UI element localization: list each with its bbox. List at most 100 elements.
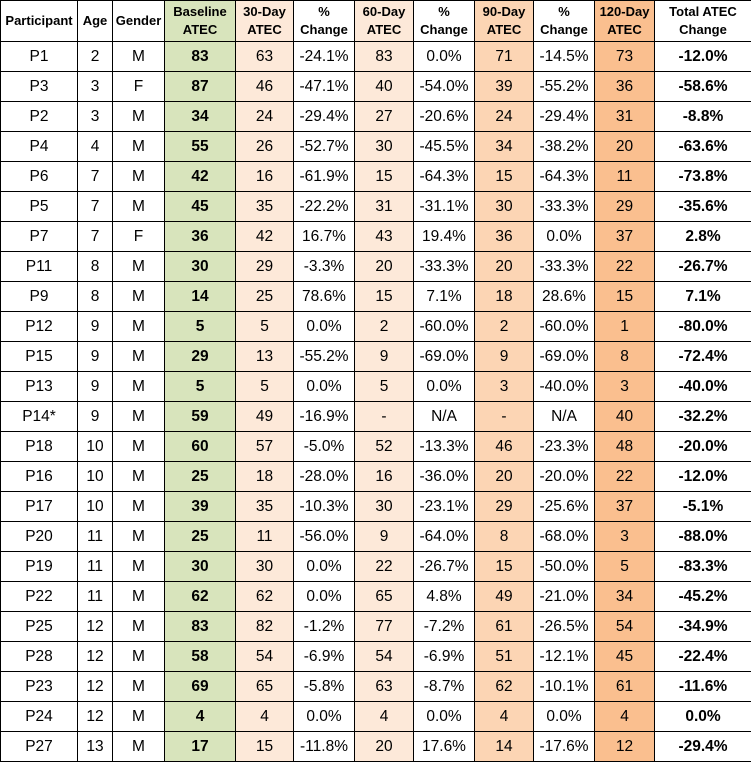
cell-total-change: -58.6% [654, 71, 751, 102]
cell-30day-atec: 18 [235, 461, 294, 492]
header-90day-line1: 90-Day [482, 4, 526, 19]
header-90day-change: % Change [533, 0, 595, 42]
cell-age: 9 [77, 371, 113, 402]
header-30day-change-line2: Change [300, 22, 348, 37]
cell-30day-change: -22.2% [293, 191, 355, 222]
header-90day-line2: ATEC [486, 22, 522, 37]
cell-age: 4 [77, 131, 113, 162]
cell-age: 12 [77, 671, 113, 702]
cell-60day-change: -23.1% [413, 491, 475, 522]
cell-baseline-atec: 34 [164, 101, 236, 132]
cell-60day-atec: 65 [354, 581, 414, 612]
cell-30day-change: 0.0% [293, 581, 355, 612]
cell-90day-atec: 61 [474, 611, 534, 642]
cell-age: 3 [77, 71, 113, 102]
cell-baseline-atec: 39 [164, 491, 236, 522]
cell-60day-atec: 77 [354, 611, 414, 642]
cell-baseline-atec: 83 [164, 41, 236, 72]
cell-30day-atec: 5 [235, 371, 294, 402]
cell-participant: P28 [0, 641, 78, 672]
cell-baseline-atec: 60 [164, 431, 236, 462]
cell-total-change: -34.9% [654, 611, 751, 642]
cell-30day-change: -3.3% [293, 251, 355, 282]
header-participant-label: Participant [5, 13, 73, 28]
cell-60day-change: -54.0% [413, 71, 475, 102]
cell-120day-atec: 40 [594, 401, 655, 432]
cell-participant: P22 [0, 581, 78, 612]
cell-90day-change: -50.0% [533, 551, 595, 582]
cell-30day-atec: 54 [235, 641, 294, 672]
cell-participant: P23 [0, 671, 78, 702]
table-row: P17 10 M 39 35 -10.3% 30 -23.1% 29 -25.6% 37 -5.1% [0, 491, 751, 522]
cell-60day-atec: 15 [354, 281, 414, 312]
cell-participant: P17 [0, 491, 78, 522]
cell-30day-change: -52.7% [293, 131, 355, 162]
cell-age: 12 [77, 611, 113, 642]
cell-90day-atec: 39 [474, 71, 534, 102]
cell-30day-change: -10.3% [293, 491, 355, 522]
cell-60day-atec: 83 [354, 41, 414, 72]
cell-total-change: -88.0% [654, 521, 751, 552]
cell-total-change: 2.8% [654, 221, 751, 252]
table-row: P22 11 M 62 62 0.0% 65 4.8% 49 -21.0% 34 -45.2% [0, 581, 751, 612]
cell-120day-atec: 34 [594, 581, 655, 612]
cell-120day-atec: 3 [594, 521, 655, 552]
cell-90day-change: -26.5% [533, 611, 595, 642]
cell-90day-change: N/A [533, 401, 595, 432]
cell-60day-change: -33.3% [413, 251, 475, 282]
cell-participant: P6 [0, 161, 78, 192]
cell-60day-atec: 43 [354, 221, 414, 252]
cell-120day-atec: 4 [594, 701, 655, 732]
header-120day-line1: 120-Day [599, 4, 650, 19]
cell-gender: M [112, 611, 165, 642]
cell-30day-atec: 62 [235, 581, 294, 612]
cell-baseline-atec: 30 [164, 251, 236, 282]
cell-age: 11 [77, 551, 113, 582]
cell-90day-change: -17.6% [533, 731, 595, 762]
cell-baseline-atec: 87 [164, 71, 236, 102]
header-30day-change-line1: % [318, 4, 330, 19]
cell-total-change: 7.1% [654, 281, 751, 312]
header-baseline-line2: ATEC [182, 22, 218, 37]
cell-90day-atec: 51 [474, 641, 534, 672]
cell-total-change: -45.2% [654, 581, 751, 612]
table-body: P1 2 M 83 63 -24.1% 83 0.0% 71 -14.5% 73 -12.0% P3 3 F… [0, 41, 751, 762]
cell-30day-change: -55.2% [293, 341, 355, 372]
cell-60day-atec: 31 [354, 191, 414, 222]
cell-gender: M [112, 281, 165, 312]
cell-30day-atec: 57 [235, 431, 294, 462]
cell-baseline-atec: 30 [164, 551, 236, 582]
cell-60day-change: -26.7% [413, 551, 475, 582]
cell-90day-change: -29.4% [533, 101, 595, 132]
cell-gender: M [112, 191, 165, 222]
cell-age: 7 [77, 221, 113, 252]
cell-60day-change: -6.9% [413, 641, 475, 672]
cell-total-change: -72.4% [654, 341, 751, 372]
cell-30day-atec: 35 [235, 491, 294, 522]
cell-90day-change: -69.0% [533, 341, 595, 372]
cell-age: 12 [77, 701, 113, 732]
cell-60day-atec: 9 [354, 341, 414, 372]
cell-90day-atec: 36 [474, 221, 534, 252]
table-row: P4 4 M 55 26 -52.7% 30 -45.5% 34 -38.2% 20 -63.6% [0, 131, 751, 162]
cell-30day-atec: 4 [235, 701, 294, 732]
cell-60day-atec: 2 [354, 311, 414, 342]
cell-baseline-atec: 83 [164, 611, 236, 642]
table-row: P24 12 M 4 4 0.0% 4 0.0% 4 0.0% 4 0.0% [0, 701, 751, 732]
cell-60day-atec: 30 [354, 491, 414, 522]
table-row: P14* 9 M 59 49 -16.9% - N/A - N/A 40 -32.2% [0, 401, 751, 432]
cell-90day-change: -68.0% [533, 521, 595, 552]
cell-30day-atec: 25 [235, 281, 294, 312]
cell-60day-atec: 54 [354, 641, 414, 672]
cell-60day-change: 19.4% [413, 221, 475, 252]
cell-age: 12 [77, 641, 113, 672]
cell-90day-atec: 62 [474, 671, 534, 702]
cell-baseline-atec: 45 [164, 191, 236, 222]
cell-gender: M [112, 551, 165, 582]
table-row: P27 13 M 17 15 -11.8% 20 17.6% 14 -17.6% 12 -29.4% [0, 731, 751, 762]
cell-baseline-atec: 5 [164, 311, 236, 342]
cell-120day-atec: 22 [594, 251, 655, 282]
cell-30day-change: -47.1% [293, 71, 355, 102]
cell-90day-change: -21.0% [533, 581, 595, 612]
